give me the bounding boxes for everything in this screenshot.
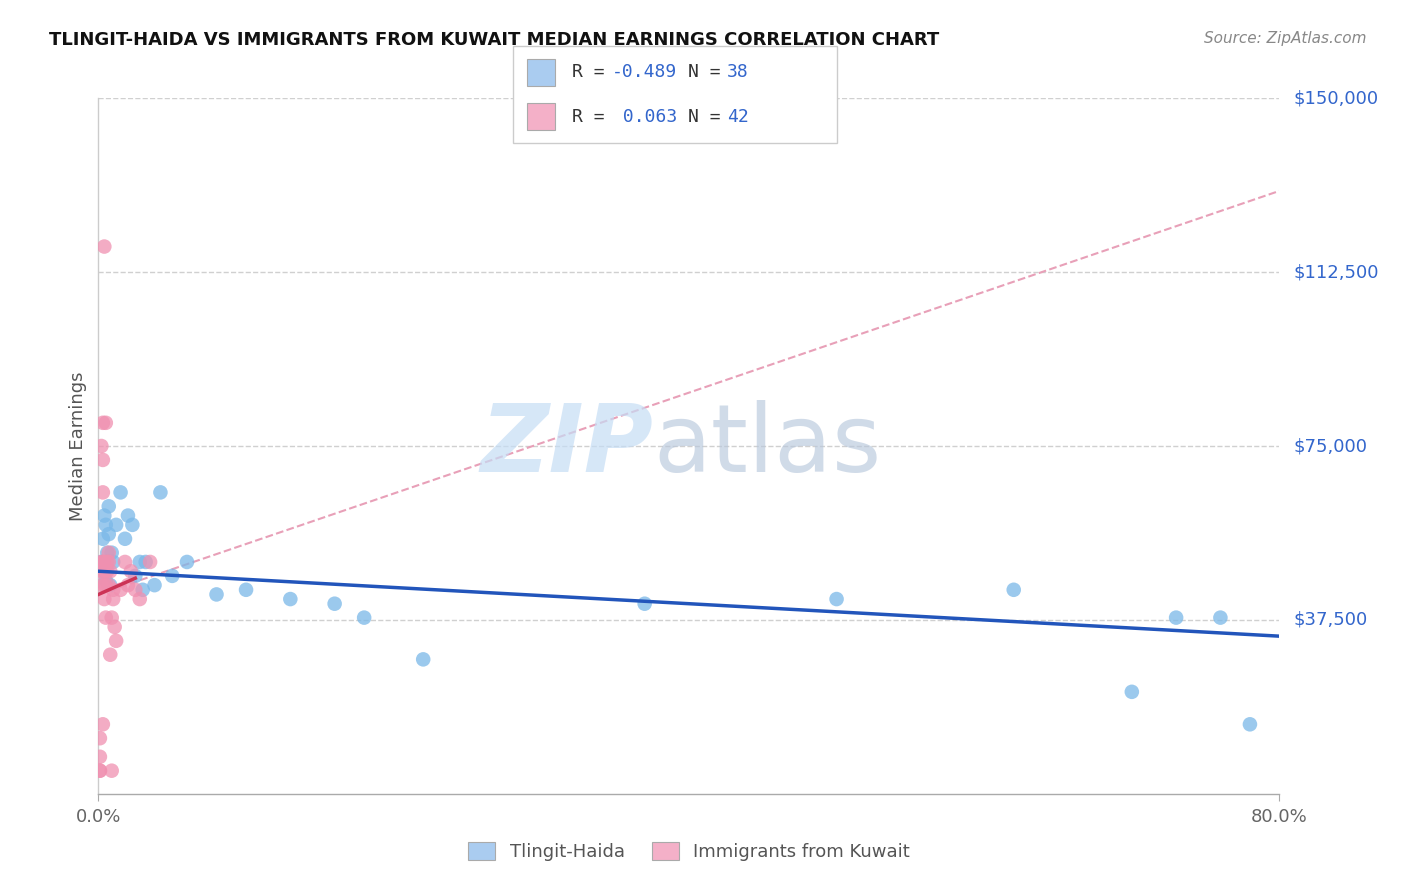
Text: ZIP: ZIP [481,400,654,492]
Point [128,592,150,607]
Point [135,555,157,569]
Point [94,416,117,430]
Point [98,578,121,592]
Point [90,439,112,453]
Text: $75,000: $75,000 [1294,437,1368,455]
Point [91,416,114,430]
Point [100,546,122,560]
Point [143,578,166,592]
Point [93,508,115,523]
Point [128,555,150,569]
Point [94,517,117,532]
Point [162,569,183,583]
Point [104,620,127,634]
Point [412,652,434,666]
Point [94,574,117,588]
Point [96,564,118,578]
Point [90,578,112,592]
Text: $112,500: $112,500 [1294,263,1379,281]
Text: $37,500: $37,500 [1294,611,1368,629]
Point [93,578,115,592]
Text: R =: R = [572,108,616,126]
Point [96,555,118,569]
Point [353,610,375,624]
Point [97,500,120,514]
Point [114,532,136,546]
Point [90,555,112,569]
Point [235,582,257,597]
Point [90,555,112,569]
Point [100,610,122,624]
Point [97,578,120,592]
Text: N =: N = [688,108,731,126]
Point [91,532,114,546]
Point [91,564,114,578]
Point [1164,610,1187,624]
Legend: Tlingit-Haida, Immigrants from Kuwait: Tlingit-Haida, Immigrants from Kuwait [461,835,917,868]
Point [176,555,198,569]
Point [89,764,111,778]
Point [633,597,655,611]
Point [103,555,125,569]
Point [91,717,114,731]
Point [93,239,115,253]
Point [91,555,114,569]
Text: R =: R = [572,63,616,81]
Point [93,592,115,607]
Point [94,564,117,578]
Point [98,564,121,578]
Point [100,764,122,778]
Point [97,555,120,569]
Point [1121,685,1143,699]
Point [124,569,146,583]
Point [90,564,112,578]
Point [121,517,143,532]
Text: 0.063: 0.063 [612,108,676,126]
Point [1239,717,1261,731]
Point [149,485,172,500]
Point [103,592,125,607]
Point [97,527,120,541]
Point [139,555,162,569]
Point [114,555,136,569]
Point [117,508,139,523]
Point [205,587,228,601]
Point [1209,610,1232,624]
Point [323,597,346,611]
Point [825,592,848,607]
Text: Source: ZipAtlas.com: Source: ZipAtlas.com [1204,31,1367,46]
Point [110,485,132,500]
Point [97,546,120,560]
Point [120,564,142,578]
Text: 42: 42 [727,108,748,126]
Point [105,517,128,532]
Point [91,485,114,500]
Point [124,582,146,597]
Text: -0.489: -0.489 [612,63,676,81]
Text: TLINGIT-HAIDA VS IMMIGRANTS FROM KUWAIT MEDIAN EARNINGS CORRELATION CHART: TLINGIT-HAIDA VS IMMIGRANTS FROM KUWAIT … [49,31,939,49]
Point [103,582,125,597]
Point [93,555,115,569]
Point [132,582,155,597]
Y-axis label: Median Earnings: Median Earnings [69,371,87,521]
Point [89,731,111,746]
Point [94,578,117,592]
Point [96,546,118,560]
Point [93,564,115,578]
Point [98,648,121,662]
Point [105,633,128,648]
Point [278,592,302,607]
Point [1002,582,1025,597]
Text: 38: 38 [727,63,748,81]
Point [110,582,132,597]
Point [89,764,111,778]
Text: atlas: atlas [654,400,882,492]
Text: $150,000: $150,000 [1294,89,1378,107]
Point [91,453,114,467]
Point [94,610,117,624]
Point [117,578,139,592]
Point [89,749,111,764]
Text: N =: N = [688,63,731,81]
